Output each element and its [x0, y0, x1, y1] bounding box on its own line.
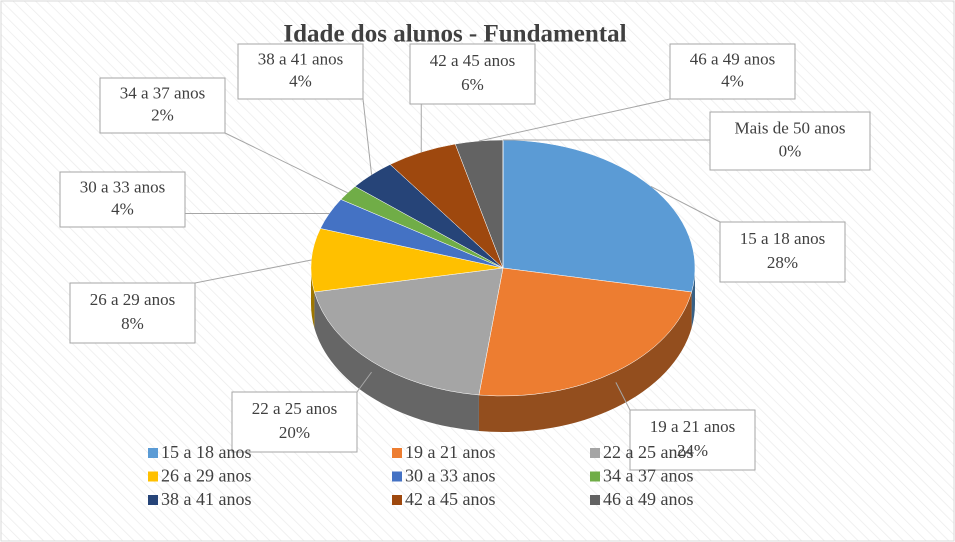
label-category: 46 a 49 anos: [690, 49, 775, 68]
legend-swatch: [148, 495, 158, 505]
label-category: 15 a 18 anos: [740, 229, 825, 248]
label-category: 22 a 25 anos: [252, 399, 337, 418]
label-box: [59, 171, 186, 228]
legend-label: 34 a 37 anos: [603, 466, 693, 486]
label-value: 4%: [721, 71, 744, 90]
leader-line: [194, 259, 312, 284]
legend-swatch: [392, 448, 402, 458]
label-value: 0%: [779, 142, 802, 161]
label-box: [709, 111, 871, 171]
label-box: [231, 391, 358, 453]
legend-swatch: [590, 495, 600, 505]
legend: 15 a 18 anos 19 a 21 anos 22 a 25 anos 26 a…: [148, 442, 693, 509]
legend-label: 38 a 41 anos: [161, 489, 251, 509]
label-value: 24%: [677, 441, 708, 460]
legend-swatch: [590, 471, 600, 482]
label-box: [237, 43, 364, 100]
leader-line: [224, 132, 348, 194]
label-value: 4%: [111, 199, 134, 218]
pie-side: [691, 268, 695, 328]
label-value: 20%: [279, 423, 310, 442]
pie-side: [311, 268, 315, 328]
label-category: 34 a 37 anos: [120, 83, 205, 102]
pie-tops: [310, 139, 696, 397]
label-box: [99, 77, 226, 134]
label-category: 30 a 33 anos: [80, 177, 165, 196]
legend-label: 15 a 18 anos: [161, 442, 251, 462]
legend-swatch: [590, 448, 600, 458]
legend-label: 26 a 29 anos: [161, 466, 251, 486]
legend-label: 19 a 21 anos: [405, 442, 495, 462]
label-value: 28%: [767, 253, 798, 272]
legend-swatch: [148, 471, 158, 482]
label-box: [69, 282, 196, 344]
legend-swatch: [148, 448, 158, 458]
pie-side: [478, 291, 692, 433]
legend-label: 30 a 33 anos: [405, 466, 495, 486]
label-value: 2%: [151, 105, 174, 124]
pie-side: [314, 291, 479, 431]
leader-line: [362, 98, 373, 175]
legend-swatch: [392, 471, 402, 482]
label-category: Mais de 50 anos: [735, 118, 846, 137]
label-category: 42 a 45 anos: [430, 51, 515, 70]
legend-swatch: [392, 495, 402, 505]
chart-title: Idade dos alunos - Fundamental: [283, 21, 626, 48]
label-box: [719, 221, 846, 283]
label-box: [409, 43, 536, 105]
leader-line: [615, 382, 631, 411]
label-value: 4%: [289, 71, 312, 90]
label-category: 38 a 41 anos: [258, 49, 343, 68]
legend-label: 42 a 45 anos: [405, 489, 495, 509]
leader-line: [478, 98, 671, 142]
legend-label: 22 a 25 anos: [603, 442, 693, 462]
pie-slice: [478, 267, 692, 397]
label-category: 19 a 21 anos: [650, 417, 735, 436]
label-box: [669, 43, 796, 100]
leader-line: [356, 371, 372, 393]
label-box: [629, 409, 756, 471]
pie-slice: [314, 267, 504, 396]
leader-line: [650, 185, 721, 223]
label-category: 26 a 29 anos: [90, 290, 175, 309]
label-value: 8%: [121, 314, 144, 333]
pie-slice: [310, 228, 504, 293]
pie-sides: [311, 268, 695, 433]
legend-label: 46 a 49 anos: [603, 489, 693, 509]
label-value: 6%: [461, 75, 484, 94]
